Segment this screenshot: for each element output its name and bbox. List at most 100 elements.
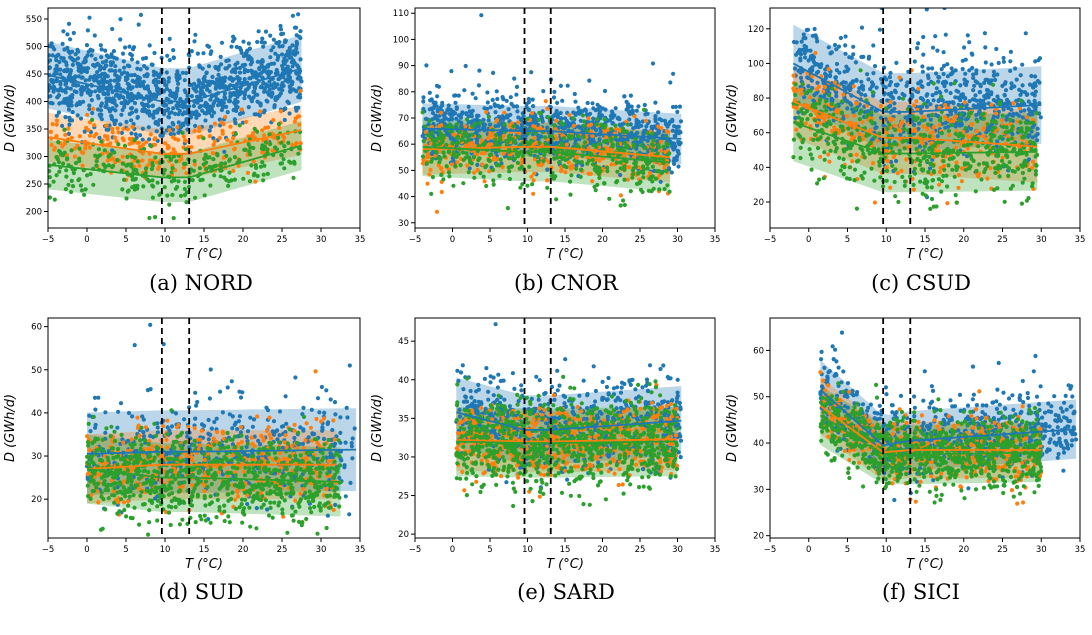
- scatter-point: [144, 66, 150, 71]
- scatter-point: [55, 94, 61, 99]
- scatter-point: [502, 110, 507, 115]
- scatter-point: [479, 13, 484, 18]
- scatter-point: [666, 122, 671, 127]
- scatter-point: [113, 64, 118, 69]
- scatter-point: [70, 62, 75, 67]
- scatter-point: [211, 142, 216, 147]
- scatter-point: [512, 140, 517, 145]
- scatter-point: [475, 162, 480, 167]
- scatter-point: [674, 128, 680, 134]
- scatter-point: [237, 111, 242, 117]
- scatter-point: [531, 178, 536, 183]
- scatter-point: [590, 157, 595, 163]
- scatter-point: [630, 172, 636, 177]
- scatter-point: [192, 158, 197, 164]
- scatter-point: [1004, 125, 1009, 130]
- scatter-point: [430, 137, 435, 142]
- scatter-point: [123, 75, 129, 80]
- scatter-point: [277, 39, 282, 45]
- scatter-point: [83, 187, 88, 192]
- scatter-point: [912, 127, 917, 132]
- scatter-point: [934, 91, 939, 96]
- scatter-point: [981, 69, 986, 74]
- scatter-point: [176, 130, 181, 135]
- scatter-point: [625, 136, 630, 141]
- scatter-point: [50, 85, 55, 90]
- scatter-point: [972, 97, 977, 102]
- scatter-point: [826, 67, 831, 72]
- scatter-point: [849, 131, 854, 136]
- scatter-point: [642, 107, 647, 112]
- scatter-point: [277, 87, 282, 92]
- scatter-point: [941, 50, 946, 55]
- scatter-point: [446, 149, 452, 154]
- scatter-point: [122, 65, 127, 70]
- scatter-point: [176, 112, 181, 117]
- scatter-point: [1030, 159, 1036, 164]
- scatter-point: [586, 158, 592, 163]
- scatter-point: [1009, 86, 1014, 91]
- scatter-point: [460, 110, 465, 115]
- scatter-point: [951, 118, 956, 124]
- scatter-point: [259, 40, 264, 45]
- scatter-point: [290, 64, 295, 69]
- scatter-point: [674, 157, 679, 162]
- y-tick-label: 70: [398, 114, 409, 124]
- scatter-point: [121, 126, 126, 131]
- scatter-point: [618, 136, 624, 142]
- scatter-point: [602, 139, 607, 144]
- scatter-point: [988, 166, 993, 171]
- scatter-point: [921, 34, 926, 40]
- scatter-point: [832, 125, 837, 130]
- scatter-point: [132, 101, 138, 106]
- scatter-point: [144, 140, 149, 145]
- scatter-point: [543, 135, 548, 140]
- scatter-point: [677, 104, 683, 109]
- scatter-point: [851, 52, 856, 57]
- scatter-point: [110, 106, 115, 111]
- scatter-point: [235, 90, 240, 95]
- scatter-point: [123, 45, 128, 50]
- scatter-point: [210, 151, 215, 156]
- scatter-point: [517, 131, 522, 136]
- scatter-point: [247, 94, 252, 99]
- scatter-point: [862, 170, 867, 175]
- scatter-point: [930, 93, 935, 98]
- scatter-point: [493, 110, 498, 115]
- scatter-point: [54, 58, 59, 63]
- scatter-point: [666, 166, 672, 171]
- scatter-point: [113, 72, 118, 77]
- scatter-point: [127, 141, 132, 146]
- scatter-point: [525, 116, 530, 121]
- scatter-point: [189, 82, 194, 87]
- scatter-point: [208, 124, 214, 129]
- scatter-point: [847, 87, 853, 93]
- scatter-point: [176, 120, 181, 125]
- scatter-point: [830, 97, 835, 102]
- scatter-point: [616, 146, 621, 151]
- scatter-point: [915, 46, 920, 51]
- scatter-point: [995, 72, 1000, 77]
- scatter-point: [791, 137, 797, 142]
- scatter-point: [798, 155, 803, 161]
- scatter-point: [836, 108, 841, 113]
- scatter-point: [1020, 62, 1025, 67]
- scatter-point: [118, 37, 123, 42]
- scatter-point: [482, 179, 487, 184]
- scatter-point: [591, 143, 596, 148]
- scatter-point: [251, 95, 256, 100]
- scatter-point: [72, 146, 78, 151]
- scatter-point: [74, 90, 79, 95]
- scatter-point: [912, 59, 917, 64]
- scatter-point: [298, 0, 302, 4]
- scatter-point: [451, 183, 456, 188]
- scatter-point: [869, 106, 874, 111]
- scatter-point: [57, 59, 62, 65]
- scatter-point: [953, 145, 959, 150]
- scatter-point: [989, 92, 994, 97]
- scatter-point: [255, 92, 260, 97]
- scatter-point: [64, 168, 69, 173]
- scatter-point: [884, 130, 889, 135]
- scatter-point: [951, 101, 956, 106]
